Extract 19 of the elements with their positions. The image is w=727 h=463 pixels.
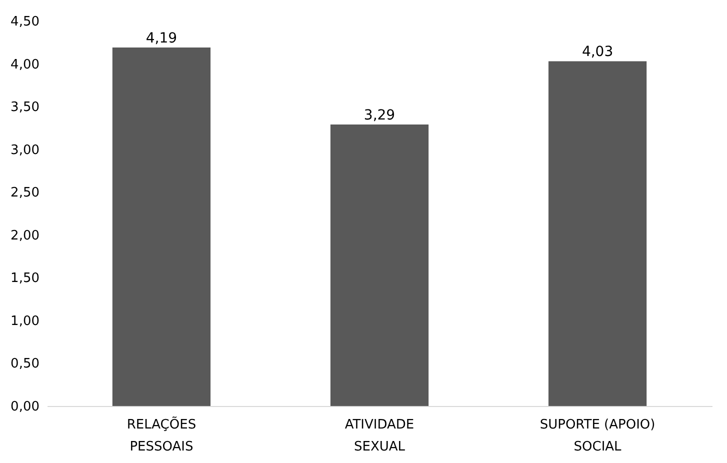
x-tick-label: SUPORTE (APOIO) SOCIAL xyxy=(540,418,656,454)
y-tick-label: 2,00 xyxy=(10,228,40,244)
data-label: 4,19 xyxy=(146,30,178,47)
data-label: 3,29 xyxy=(364,108,396,124)
y-tick-label: 0,00 xyxy=(10,400,40,414)
x-tick-label: RELAÇÕES PESSOAIS xyxy=(126,416,196,454)
data-label: 4,03 xyxy=(582,44,614,60)
y-tick-label: 3,00 xyxy=(10,142,40,158)
x-tick-label: ATIVIDADE SEXUAL xyxy=(344,418,414,454)
bar xyxy=(112,48,211,406)
y-tick-label: 1,00 xyxy=(10,314,40,329)
bar xyxy=(330,124,429,406)
bar xyxy=(548,61,647,406)
y-tick-label: 2,50 xyxy=(10,186,40,201)
y-tick-label: 1,50 xyxy=(10,271,40,286)
y-tick-label: 4,50 xyxy=(10,14,40,30)
y-tick-label: 0,50 xyxy=(10,356,40,372)
y-tick-label: 4,00 xyxy=(10,57,40,72)
y-tick-label: 3,50 xyxy=(10,100,40,116)
